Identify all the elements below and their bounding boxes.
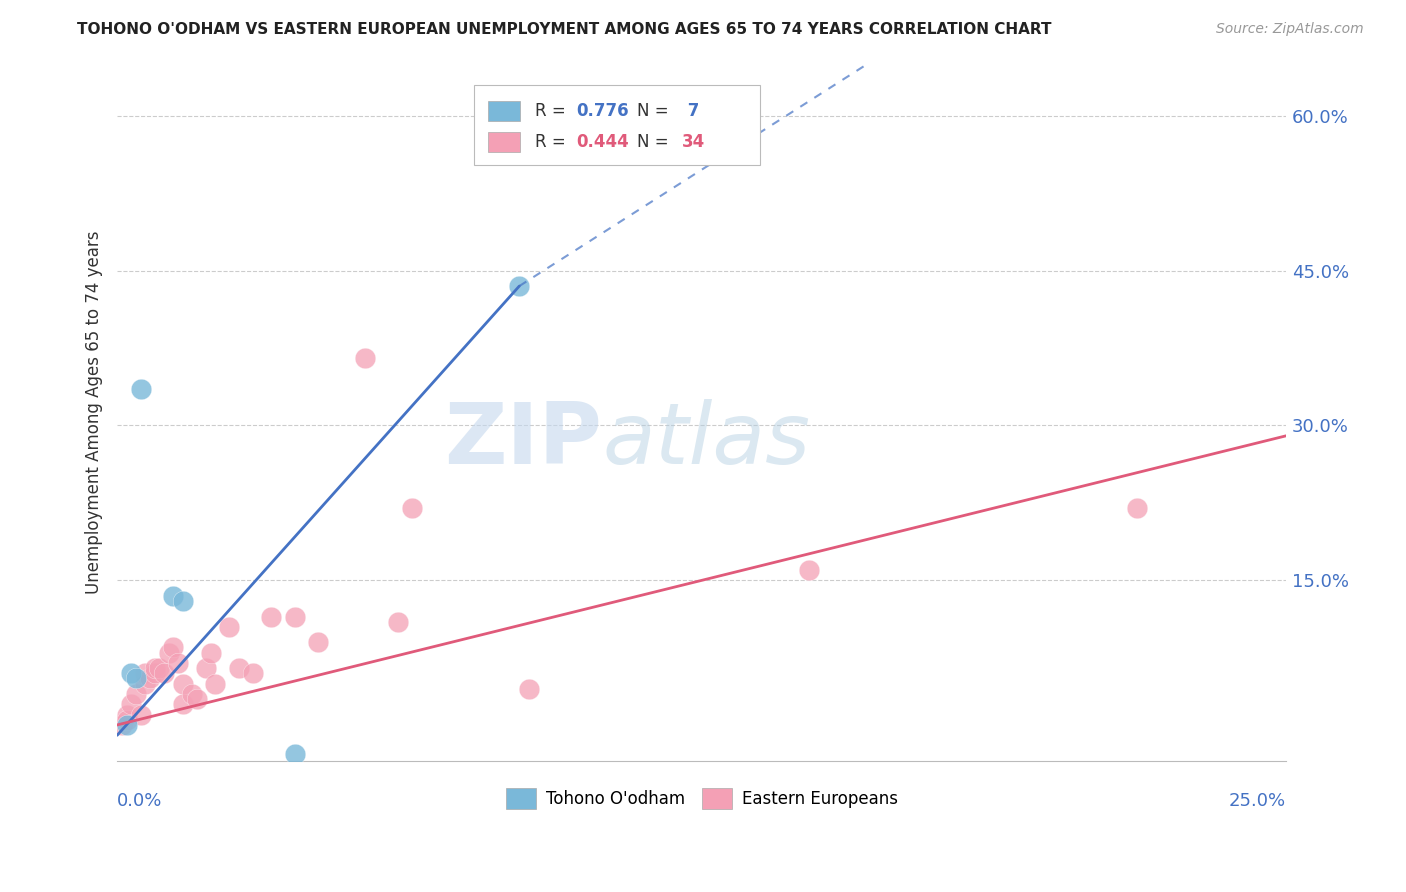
Point xyxy=(354,351,377,366)
Point xyxy=(115,718,138,732)
Text: 0.444: 0.444 xyxy=(576,133,630,151)
Point xyxy=(284,609,307,624)
Point xyxy=(186,692,208,706)
FancyBboxPatch shape xyxy=(488,132,520,152)
Text: Source: ZipAtlas.com: Source: ZipAtlas.com xyxy=(1216,22,1364,37)
Point xyxy=(401,501,423,516)
Point xyxy=(134,666,156,681)
Point xyxy=(143,666,166,681)
FancyBboxPatch shape xyxy=(488,101,520,120)
Text: TOHONO O'ODHAM VS EASTERN EUROPEAN UNEMPLOYMENT AMONG AGES 65 TO 74 YEARS CORREL: TOHONO O'ODHAM VS EASTERN EUROPEAN UNEMP… xyxy=(77,22,1052,37)
Point xyxy=(153,666,176,681)
Point xyxy=(139,672,162,686)
Point xyxy=(195,661,218,675)
Point xyxy=(115,707,138,722)
Text: 0.776: 0.776 xyxy=(576,102,630,120)
Point xyxy=(218,620,240,634)
Point xyxy=(200,646,222,660)
Point xyxy=(129,382,152,396)
FancyBboxPatch shape xyxy=(474,85,761,165)
Legend: Tohono O'odham, Eastern Europeans: Tohono O'odham, Eastern Europeans xyxy=(499,781,904,815)
Text: 25.0%: 25.0% xyxy=(1229,792,1286,811)
Point xyxy=(658,145,681,159)
Point xyxy=(143,661,166,675)
Point xyxy=(228,661,250,675)
Point xyxy=(508,279,530,293)
Point xyxy=(172,676,194,690)
Point xyxy=(120,698,142,712)
Text: N =: N = xyxy=(637,133,675,151)
Point xyxy=(115,713,138,727)
Point xyxy=(167,656,190,670)
Point xyxy=(129,707,152,722)
Point xyxy=(172,698,194,712)
Point xyxy=(204,676,226,690)
Point xyxy=(134,676,156,690)
Point xyxy=(242,666,264,681)
Point xyxy=(162,640,184,655)
Y-axis label: Unemployment Among Ages 65 to 74 years: Unemployment Among Ages 65 to 74 years xyxy=(86,231,103,594)
Text: ZIP: ZIP xyxy=(444,399,602,482)
Point xyxy=(125,672,148,686)
Point xyxy=(111,718,134,732)
Text: 0.0%: 0.0% xyxy=(117,792,163,811)
Text: atlas: atlas xyxy=(602,399,810,482)
Text: R =: R = xyxy=(534,133,571,151)
Point xyxy=(157,646,180,660)
Point xyxy=(284,747,307,761)
Point xyxy=(387,615,409,629)
Point xyxy=(307,635,329,649)
Point xyxy=(162,589,184,603)
Point xyxy=(1125,501,1147,516)
Point xyxy=(148,661,170,675)
Text: R =: R = xyxy=(534,102,571,120)
Point xyxy=(181,687,204,701)
Text: 34: 34 xyxy=(682,133,704,151)
Point xyxy=(517,681,540,696)
Point xyxy=(172,594,194,608)
Text: N =: N = xyxy=(637,102,675,120)
Point xyxy=(125,687,148,701)
Text: 7: 7 xyxy=(682,102,699,120)
Point xyxy=(120,666,142,681)
Point xyxy=(260,609,283,624)
Point xyxy=(799,563,821,577)
